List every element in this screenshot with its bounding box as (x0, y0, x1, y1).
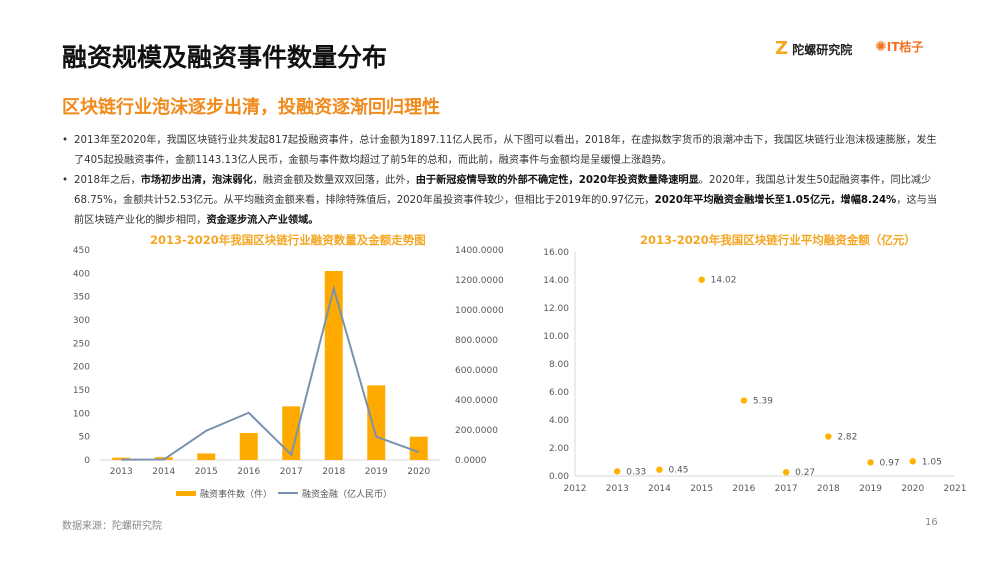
tuoluo-logo: Z 陀螺研究院 (775, 38, 853, 59)
x-tick-label: 2014 (152, 467, 175, 477)
data-point (782, 469, 790, 476)
bullet-text: 2020年平均融资金融增长至1.05亿元，增幅8.24% (654, 195, 897, 206)
y2-tick-label: 1200.0000 (455, 276, 504, 286)
bar (409, 436, 428, 460)
y2-tick-label: 400.0000 (455, 396, 498, 406)
y-tick-label: 350 (73, 293, 90, 303)
y2-tick-label: 1400.0000 (455, 246, 504, 256)
y-tick-label: 100 (73, 409, 90, 419)
bullet-text: ，这与当前区块链产业化的脚步相同， (74, 195, 938, 226)
bar (197, 453, 216, 460)
bullet-text: 由于新冠疫情导致的外部不确定性，2020年投资数量降速明显 (415, 175, 699, 186)
y2-tick-label: 0.0000 (455, 456, 487, 466)
legend-bar-swatch (176, 491, 196, 496)
data-label: 14.02 (711, 276, 737, 286)
y-tick-label: 14.00 (543, 276, 569, 286)
page-number: 16 (925, 517, 938, 528)
y-tick-label: 200 (73, 363, 90, 373)
legend-line-label: 融资金融（亿人民币） (302, 488, 392, 500)
legend-bar-label: 融资事件数（件） (200, 488, 272, 500)
x-tick-label: 2018 (817, 484, 840, 494)
itjuzi-logo: ✺IT桔子 (875, 39, 924, 55)
x-tick-label: 2016 (237, 467, 260, 477)
amount-line (121, 284, 420, 461)
data-label: 0.45 (668, 466, 688, 476)
y-tick-label: 150 (73, 386, 90, 396)
y2-tick-label: 600.0000 (455, 366, 498, 376)
y-tick-label: 10.00 (543, 332, 569, 342)
bar (282, 406, 301, 460)
data-point (909, 458, 916, 465)
bullet-text: 市场初步出清，泡沫弱化 (140, 175, 253, 186)
x-tick-label: 2015 (690, 484, 713, 494)
x-tick-label: 2015 (195, 467, 218, 477)
bar (239, 432, 258, 460)
y-tick-label: 4.00 (549, 416, 569, 426)
data-point (867, 459, 874, 466)
y-tick-label: 450 (73, 246, 90, 256)
bullet-item: 2018年之后，市场初步出清，泡沫弱化，融资金额及数量双双回落，此外，由于新冠疫… (62, 171, 942, 231)
chart2-title: 2013-2020年我国区块链行业平均融资金额（亿元） (640, 233, 916, 247)
x-tick-label: 2016 (732, 484, 755, 494)
data-label: 1.05 (922, 457, 942, 467)
bullet-text: 2018年之后， (74, 175, 141, 186)
y-tick-label: 2.00 (549, 444, 569, 454)
y-tick-label: 300 (73, 316, 90, 326)
combo-chart: 0 50 100 150 200 250 300 350 400 450 0.0000 200.000… (73, 246, 504, 500)
x-tick-label: 2020 (407, 467, 430, 477)
y2-tick-label: 1000.0000 (455, 306, 504, 316)
bullet-text: 。2020年，我国总计发生50起融资事件，同比减少68.75%，金额共计52.5… (74, 175, 932, 206)
data-label: 2.82 (837, 433, 857, 443)
x-tick-label: 2019 (859, 484, 882, 494)
data-point (698, 276, 705, 283)
x-tick-label: 2013 (110, 467, 133, 477)
logo2-text: IT桔子 (886, 40, 924, 54)
x-tick-label: 2013 (606, 484, 629, 494)
bullet-text: ，融资金额及数量双双回落，此外， (252, 175, 416, 186)
chart1-title: 2013-2020年我国区块链行业融资数量及金额走势图 (150, 233, 426, 247)
y2-tick-label: 800.0000 (455, 336, 498, 346)
x-tick-label: 2012 (564, 484, 587, 494)
y-tick-label: 0 (84, 456, 90, 466)
y-tick-label: 0.00 (549, 472, 569, 482)
y-tick-label: 400 (73, 269, 90, 279)
scatter-chart: 0.00 2.00 4.00 6.00 8.00 10.00 12.00 14.00 16.00… (543, 248, 967, 494)
x-tick-label: 2021 (944, 484, 967, 494)
data-point (614, 468, 621, 475)
logo1-text: 陀螺研究院 (792, 43, 853, 57)
y-tick-label: 12.00 (543, 304, 569, 314)
page-subtitle: 区块链行业泡沫逐步出清，投融资逐渐回归理性 (62, 97, 440, 118)
source-note: 数据来源：陀螺研究院 (62, 521, 162, 532)
bullet-text: 资金逐步流入产业领域。 (206, 215, 319, 226)
data-point (825, 433, 832, 440)
data-label: 5.39 (753, 397, 773, 407)
data-label: 0.33 (626, 467, 646, 477)
data-label: 0.27 (795, 468, 815, 478)
x-tick-label: 2017 (280, 467, 303, 477)
data-point (656, 466, 663, 473)
bullet-list: 2013年至2020年，我国区块链行业共发起817起投融资事件，总计金额为189… (62, 131, 942, 231)
y-tick-label: 50 (79, 433, 91, 443)
data-point (740, 397, 748, 404)
y2-tick-label: 200.0000 (455, 426, 498, 436)
y-tick-label: 8.00 (549, 360, 569, 370)
x-tick-label: 2017 (775, 484, 798, 494)
page-title: 融资规模及融资事件数量分布 (62, 43, 388, 72)
bullet-item: 2013年至2020年，我国区块链行业共发起817起投融资事件，总计金额为189… (62, 131, 942, 171)
y-tick-label: 6.00 (549, 388, 569, 398)
bar (324, 271, 343, 460)
x-tick-label: 2018 (322, 467, 345, 477)
bar (367, 385, 386, 460)
x-tick-label: 2014 (648, 484, 671, 494)
x-tick-label: 2019 (365, 467, 388, 477)
y-tick-label: 16.00 (543, 248, 569, 258)
bullet-text: 2013年至2020年，我国区块链行业共发起817起投融资事件，总计金额为189… (74, 135, 937, 166)
x-tick-label: 2020 (901, 484, 924, 494)
data-label: 0.97 (880, 458, 900, 468)
y-tick-label: 250 (73, 339, 90, 349)
